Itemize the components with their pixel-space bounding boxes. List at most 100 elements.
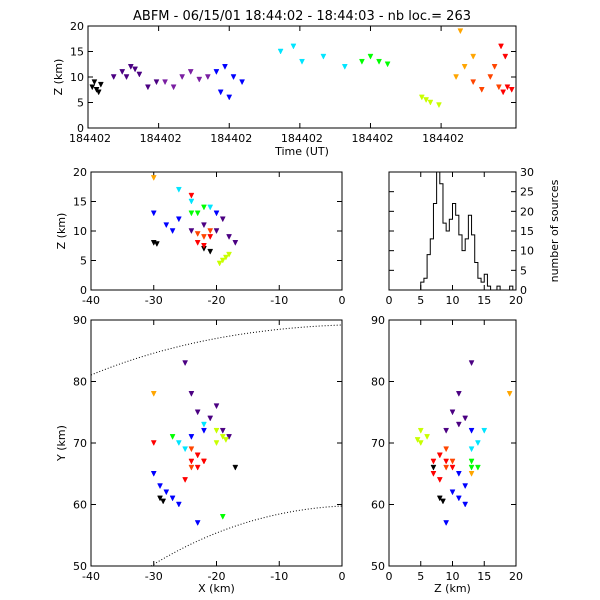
zy-point: [430, 471, 437, 477]
xz-point: [201, 204, 207, 211]
xz-point: [201, 243, 207, 249]
time-height-point: [423, 97, 430, 104]
histogram-xtick-label: 15: [477, 294, 491, 307]
xy-point: [223, 437, 229, 443]
xz-point: [226, 234, 232, 240]
xy-point: [150, 391, 157, 397]
xy-point: [175, 501, 182, 508]
xz-xtick-label: -10: [270, 294, 288, 307]
xy-point: [157, 495, 163, 502]
time-height-point: [461, 64, 468, 70]
zy-point: [443, 520, 450, 527]
time-height-xlabel: Time (UT): [274, 145, 329, 158]
xz-point: [219, 257, 226, 264]
xz-point: [226, 251, 232, 258]
xy-ytick-label: 60: [73, 499, 87, 512]
zy-point: [449, 409, 456, 416]
xy-point: [213, 440, 220, 447]
histogram-xtick-label: 10: [446, 294, 460, 307]
time-height-xtick-label: 184402: [351, 132, 393, 145]
time-height-ytick-label: 5: [77, 97, 84, 110]
xy-point: [194, 409, 201, 416]
time-height-point: [132, 66, 138, 73]
zy-point: [462, 483, 469, 490]
time-height-point: [453, 74, 459, 81]
zy-xtick-label: 5: [417, 570, 424, 583]
xz-point: [188, 198, 195, 205]
xz-point: [213, 210, 220, 217]
time-height-frame: [87, 25, 517, 129]
zy-point: [468, 458, 475, 465]
xz-point: [163, 222, 170, 229]
time-height-point: [204, 74, 211, 81]
xz-point: [194, 210, 201, 217]
xz-point: [188, 210, 195, 217]
xy-xtick-label: -40: [82, 570, 100, 583]
time-height-point: [153, 79, 160, 86]
time-height-point: [230, 74, 237, 81]
histogram-ytick-label: 15: [520, 225, 534, 238]
xy-point: [201, 458, 207, 465]
zy-xtick-label: 10: [446, 570, 460, 583]
xz-point: [153, 241, 160, 248]
xz-point: [150, 210, 157, 217]
xz-point: [175, 186, 182, 193]
zy-point: [481, 427, 488, 434]
xz-point: [169, 228, 176, 235]
time-height-point: [89, 84, 96, 91]
zy-point: [474, 464, 481, 471]
marks-layer: [89, 28, 516, 527]
xz-xtick-label: 0: [339, 294, 346, 307]
xy-point: [213, 403, 220, 410]
zy-point: [455, 421, 462, 428]
xy-xtick-label: -30: [145, 570, 163, 583]
xz-xtick-label: -40: [82, 294, 100, 307]
time-height-point: [277, 48, 284, 55]
zy-point: [462, 415, 469, 422]
zy-point: [443, 446, 450, 453]
xy-point: [207, 415, 214, 422]
xz-ytick-label: 5: [80, 255, 87, 268]
xy-point: [169, 434, 176, 440]
time-height-point: [470, 53, 477, 60]
xy-point: [219, 427, 226, 434]
histogram-ytick-label: 30: [520, 166, 534, 179]
time-height-ytick-label: 10: [70, 71, 84, 84]
zy-ytick-label: 50: [371, 560, 385, 573]
xy-xtick-label: -20: [208, 570, 226, 583]
zy-point: [455, 495, 462, 502]
xy-point: [226, 434, 232, 440]
time-height-xtick-label: 184402: [210, 132, 252, 145]
zy-ytick-label: 80: [371, 376, 385, 389]
xz-ylabel: Z (km): [55, 213, 68, 250]
xy-point: [150, 440, 157, 447]
zy-point: [455, 391, 462, 397]
time-height-point: [290, 43, 297, 50]
time-height-point: [299, 58, 305, 65]
zy-point: [449, 458, 456, 465]
xz-xtick-label: -20: [208, 294, 226, 307]
xz-point: [207, 204, 214, 211]
time-height-point: [487, 74, 494, 81]
histogram-xtick-label: 20: [509, 294, 523, 307]
xz-point: [194, 231, 201, 238]
zy-xtick-label: 0: [386, 570, 393, 583]
time-height-ytick-label: 20: [70, 20, 84, 33]
xz-point: [207, 228, 214, 235]
xy-point: [163, 489, 170, 496]
time-height-point: [110, 74, 117, 81]
xy-point: [188, 391, 195, 397]
xy-point: [194, 520, 201, 527]
time-height-point: [91, 79, 98, 86]
zy-frame: [388, 319, 517, 567]
time-height-point: [359, 58, 365, 65]
zy-point: [449, 464, 456, 471]
xy-range-arc-lower: [150, 505, 343, 567]
xz-point: [201, 222, 207, 229]
xz-xtick-label: -30: [145, 294, 163, 307]
xz-ytick-label: 0: [80, 284, 87, 297]
time-height-point: [187, 69, 194, 75]
xz-point: [232, 240, 239, 246]
xy-point: [201, 427, 207, 434]
time-height-point: [418, 94, 425, 101]
